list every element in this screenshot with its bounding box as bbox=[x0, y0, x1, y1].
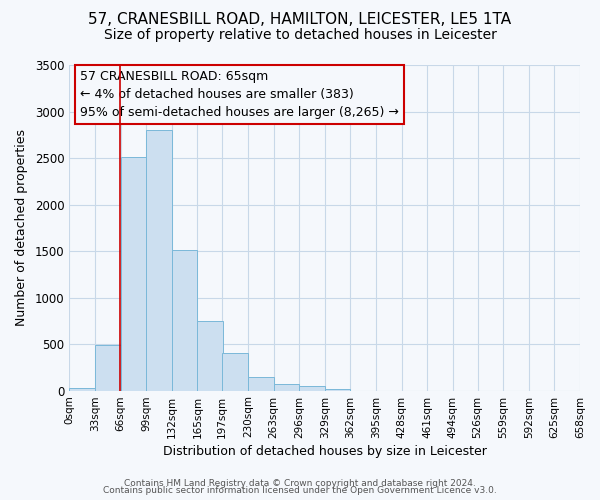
Text: Contains public sector information licensed under the Open Government Licence v3: Contains public sector information licen… bbox=[103, 486, 497, 495]
Bar bbox=[95, 345, 121, 391]
Bar bbox=[299, 386, 325, 390]
Bar bbox=[222, 354, 248, 391]
X-axis label: Distribution of detached houses by size in Leicester: Distribution of detached houses by size … bbox=[163, 444, 487, 458]
Bar bbox=[146, 130, 172, 390]
Bar bbox=[197, 321, 223, 390]
Bar bbox=[172, 250, 197, 390]
Y-axis label: Number of detached properties: Number of detached properties bbox=[15, 130, 28, 326]
Bar bbox=[325, 388, 350, 390]
Bar bbox=[274, 384, 299, 390]
Text: Contains HM Land Registry data © Crown copyright and database right 2024.: Contains HM Land Registry data © Crown c… bbox=[124, 478, 476, 488]
Bar bbox=[70, 388, 95, 390]
Text: Size of property relative to detached houses in Leicester: Size of property relative to detached ho… bbox=[104, 28, 496, 42]
Text: 57, CRANESBILL ROAD, HAMILTON, LEICESTER, LE5 1TA: 57, CRANESBILL ROAD, HAMILTON, LEICESTER… bbox=[88, 12, 512, 28]
Text: 57 CRANESBILL ROAD: 65sqm
← 4% of detached houses are smaller (383)
95% of semi-: 57 CRANESBILL ROAD: 65sqm ← 4% of detach… bbox=[80, 70, 398, 119]
Bar bbox=[248, 376, 274, 390]
Bar bbox=[121, 157, 146, 390]
